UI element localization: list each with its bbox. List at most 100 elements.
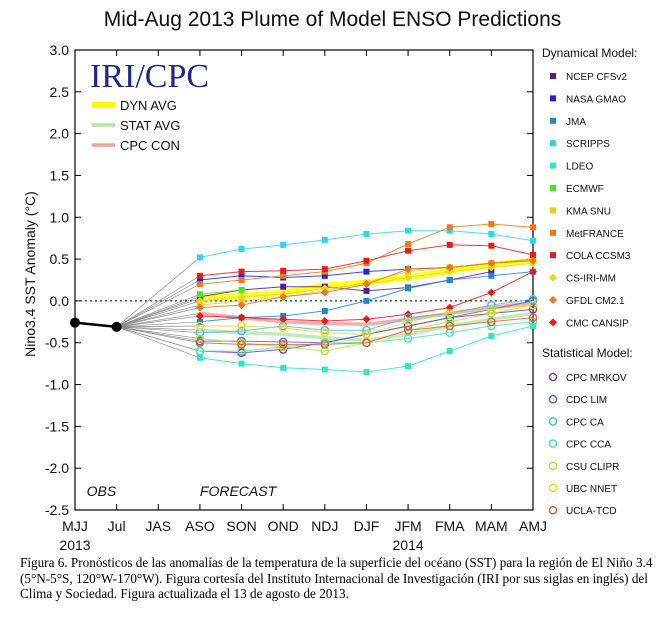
forecast-label: FORECAST	[200, 483, 278, 499]
legend-label-avg: DYN AVG	[120, 98, 177, 113]
data-point	[237, 340, 246, 349]
connector-line	[116, 257, 201, 328]
observed-point	[70, 317, 80, 328]
connector-line	[116, 283, 201, 328]
data-point	[445, 263, 454, 272]
plot-frame	[74, 49, 534, 511]
connector-line	[116, 275, 201, 328]
data-point	[363, 297, 370, 304]
iri-cpc-logo: IRI/CPC	[90, 58, 209, 95]
data-point	[528, 294, 538, 304]
data-point	[196, 291, 203, 298]
y-tick-label: 0.0	[50, 293, 70, 309]
legend-marker	[550, 252, 556, 259]
data-point	[488, 231, 495, 237]
data-point	[405, 227, 412, 234]
data-point	[446, 224, 453, 231]
y-tick-label: 1.5	[50, 167, 70, 183]
data-point	[196, 254, 203, 261]
data-point	[528, 317, 538, 327]
x-tick-label: JAS	[145, 518, 171, 534]
y-tick-label: 3.0	[50, 42, 70, 58]
connector-line	[116, 326, 201, 352]
data-point	[446, 227, 453, 234]
data-point	[488, 268, 495, 275]
data-point	[238, 360, 245, 367]
data-point	[278, 342, 288, 352]
data-point	[238, 272, 245, 279]
y-tick-label: -1.5	[45, 418, 69, 434]
data-point	[279, 315, 288, 324]
data-point	[280, 272, 287, 279]
connector-line	[116, 293, 201, 328]
x-tick-label: DJF	[354, 518, 380, 534]
legend-marker	[548, 483, 558, 493]
data-point	[446, 241, 453, 248]
legend-label: JMA	[566, 117, 586, 128]
data-point	[280, 364, 287, 371]
data-point	[321, 366, 328, 373]
connector-line	[116, 326, 200, 334]
connector-line	[116, 326, 200, 331]
connector-line	[116, 298, 201, 328]
figure-caption: Figura 6. Pronósticos de las anomalías d…	[20, 555, 653, 601]
data-point	[363, 257, 370, 264]
data-point	[238, 297, 245, 304]
data-point	[238, 246, 245, 253]
legend-marker	[548, 439, 558, 448]
data-point	[529, 256, 537, 265]
data-point	[237, 301, 246, 310]
y-tick-label: 0.5	[50, 251, 70, 267]
data-point	[405, 285, 412, 292]
data-point	[362, 315, 371, 324]
data-point	[487, 309, 496, 318]
data-point	[278, 337, 288, 347]
data-point	[320, 325, 330, 335]
data-point	[321, 272, 328, 279]
legend-marker	[550, 95, 556, 102]
legend-label: LDEO	[566, 162, 593, 173]
legend-label: CMC CANSIP	[566, 318, 629, 329]
legend-label: CPC CA	[566, 417, 604, 428]
data-point	[320, 316, 329, 325]
data-point	[403, 321, 413, 331]
data-point	[488, 333, 495, 340]
x-tick-label: AMJ	[519, 518, 547, 534]
legend-marker	[549, 318, 557, 327]
data-point	[403, 317, 413, 327]
data-point	[445, 303, 454, 312]
data-point	[237, 326, 246, 336]
legend-label-avg: STAT AVG	[120, 118, 180, 133]
data-point	[237, 313, 246, 322]
data-point	[405, 241, 412, 248]
dynamical-legend-title: Dynamical Model:	[542, 46, 637, 60]
data-point	[280, 241, 287, 248]
legend-label: CSU CLIPR	[566, 462, 619, 473]
data-point	[529, 267, 537, 276]
obs-label: OBS	[87, 483, 117, 499]
observed-point	[111, 321, 122, 332]
data-point	[488, 242, 495, 249]
data-point	[237, 292, 246, 301]
data-point	[363, 369, 370, 375]
legend-label: GFDL CM2.1	[566, 296, 625, 307]
series-line	[199, 317, 534, 345]
data-point	[403, 334, 413, 343]
data-point	[445, 309, 455, 318]
y-tick-label: 2.0	[50, 126, 70, 142]
data-point	[530, 237, 536, 244]
avg-line	[199, 311, 534, 342]
y-tick-label: -2.0	[45, 460, 69, 476]
data-point	[321, 307, 328, 314]
data-point	[321, 266, 328, 273]
x-tick-label: SON	[226, 518, 256, 534]
x-tick-label: MAM	[475, 518, 508, 534]
data-point	[446, 348, 453, 355]
data-point	[278, 323, 288, 332]
enso-plume-chart: 3.0 2.5 2.0 1.5 1.0 0.5 0.0 -0.5 -1.0 -1.5 -2.0 -2.…	[22, 42, 637, 553]
data-point	[403, 325, 413, 335]
data-point	[487, 321, 496, 331]
data-point	[363, 287, 370, 294]
legend-label: SCRIPPS	[566, 139, 610, 150]
legend-marker	[550, 162, 556, 169]
